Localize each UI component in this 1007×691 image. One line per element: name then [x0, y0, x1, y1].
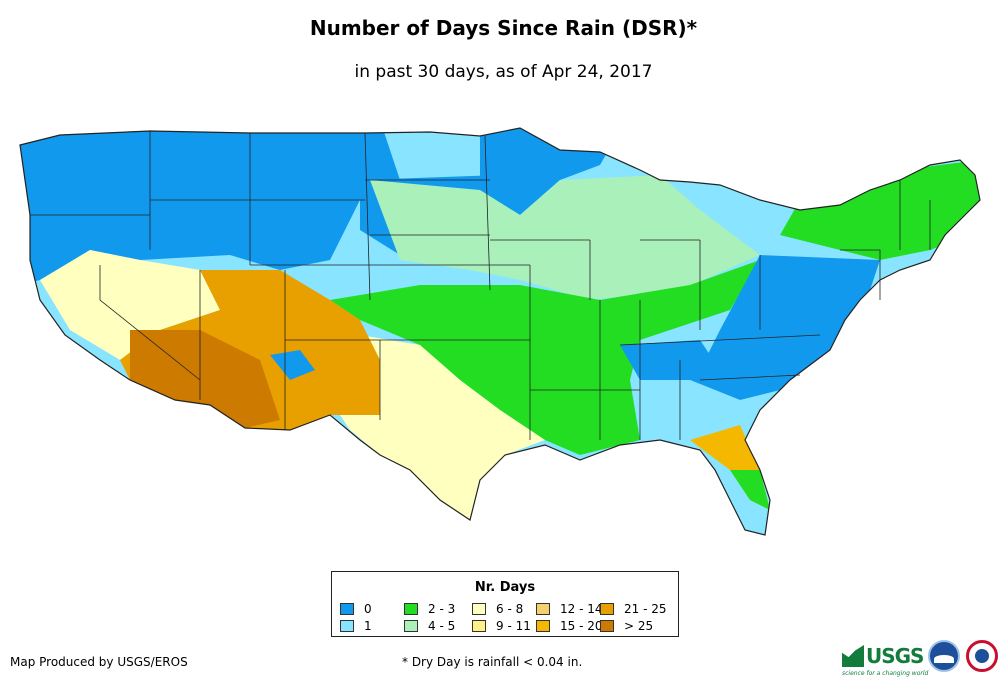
legend-swatch	[536, 603, 550, 615]
legend-label: 15 - 20	[560, 619, 603, 633]
legend-item: 2 - 3	[404, 602, 455, 616]
state-borders	[30, 131, 931, 440]
legend-label: 2 - 3	[428, 602, 456, 616]
credit-text: Map Produced by USGS/EROS	[10, 655, 188, 669]
legend-label: 9 - 11	[496, 619, 531, 633]
legend-title: Nr. Days	[474, 580, 536, 595]
usgs-wave-icon	[842, 645, 864, 667]
us-dsr-map	[19, 127, 981, 536]
logos: USGS science for a changing world	[842, 638, 1002, 684]
nws-logo	[966, 640, 998, 672]
legend-item: 15 - 20	[536, 619, 603, 633]
legend-swatch	[340, 620, 354, 632]
legend-item: 21 - 25	[600, 602, 667, 616]
usgs-logo-text: USGS	[866, 644, 924, 668]
legend-label: 4 - 5	[428, 619, 456, 633]
legend-swatch	[404, 620, 418, 632]
legend-swatch	[536, 620, 550, 632]
footnote-text: * Dry Day is rainfall < 0.04 in.	[402, 655, 583, 669]
region-nm-pocket	[270, 350, 315, 380]
usgs-tagline: science for a changing world	[842, 670, 929, 677]
region-texas	[330, 330, 545, 520]
legend: Nr. Days 0 1 2 - 3 4 - 5 6 - 8 9 - 11 12…	[331, 571, 679, 637]
us-outline	[19, 127, 981, 536]
legend-swatch	[404, 603, 418, 615]
region-great-basin	[40, 250, 220, 360]
region-northwest	[20, 128, 400, 290]
legend-swatch	[472, 620, 486, 632]
legend-label: 6 - 8	[496, 602, 524, 616]
legend-swatch	[600, 620, 614, 632]
legend-label: 12 - 14	[560, 602, 603, 616]
map-title: Number of Days Since Rain (DSR)*	[309, 16, 698, 40]
legend-swatch	[472, 603, 486, 615]
legend-item: 9 - 11	[472, 619, 531, 633]
legend-item: 6 - 8	[472, 602, 523, 616]
noaa-logo	[928, 640, 960, 672]
legend-item: 0	[340, 602, 372, 616]
usgs-logo: USGS	[842, 644, 924, 668]
region-mid-atlantic	[700, 255, 880, 400]
legend-label: 21 - 25	[624, 602, 667, 616]
legend-swatch	[600, 603, 614, 615]
region-midwest	[370, 175, 760, 300]
legend-item: 1	[340, 619, 372, 633]
legend-item: 4 - 5	[404, 619, 455, 633]
region-central-plains	[330, 260, 760, 455]
legend-label: 0	[364, 602, 372, 616]
map-subtitle: in past 30 days, as of Apr 24, 2017	[354, 62, 653, 82]
legend-swatch	[340, 603, 354, 615]
region-south-florida	[730, 470, 770, 510]
legend-item: 12 - 14	[536, 602, 603, 616]
legend-label: 1	[364, 619, 372, 633]
legend-item: > 25	[600, 619, 653, 633]
legend-label: > 25	[624, 619, 654, 633]
